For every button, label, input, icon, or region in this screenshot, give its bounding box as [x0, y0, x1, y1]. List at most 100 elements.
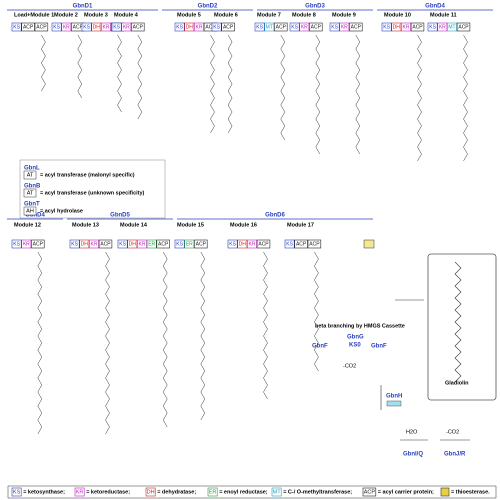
legend-text: = C-/ O-methyltransferase;	[283, 489, 352, 495]
chain	[41, 34, 46, 92]
domain	[309, 22, 323, 32]
domain	[121, 22, 132, 32]
protein-name: GbnD6	[265, 213, 285, 219]
legend-key	[271, 487, 282, 497]
domain	[299, 22, 310, 32]
domain-label: DH	[393, 24, 401, 30]
label: -CO2	[343, 363, 356, 369]
domain-label: DH	[186, 24, 194, 30]
domain	[401, 22, 411, 32]
legend-key	[207, 487, 218, 497]
domain	[274, 22, 288, 32]
label: GbnF	[312, 344, 328, 350]
module-name: Module 11	[430, 12, 457, 18]
domain	[21, 239, 32, 249]
domain-label: KS	[229, 241, 236, 247]
legend-box	[7, 485, 497, 499]
module-name: Module 3	[84, 12, 108, 18]
hmgs-title: beta branching by HMGS Cassette	[315, 323, 405, 329]
domain-label: ACP	[100, 241, 111, 247]
chain	[105, 251, 110, 435]
domain-label: ACP	[223, 24, 234, 30]
legend-text: = dehydratase;	[157, 489, 196, 495]
legend-domain-label: AT	[27, 190, 34, 196]
label: KS0	[349, 343, 361, 349]
domain	[117, 239, 128, 249]
chain	[314, 251, 319, 372]
legend-key-label: ACP	[364, 489, 376, 495]
domain-label: DH	[129, 241, 137, 247]
product-structure	[454, 261, 462, 383]
module-name: Module 12	[14, 222, 41, 228]
domain-label: KR	[139, 241, 146, 247]
module-name: Module 8	[292, 12, 316, 18]
domain	[227, 239, 238, 249]
module-name: Module 6	[214, 12, 238, 18]
chain	[227, 34, 233, 134]
legend-text: = acyl transferase (malonyl specific)	[40, 172, 135, 178]
chain	[315, 34, 321, 155]
domain-label: ACP	[412, 24, 423, 30]
legend-domain	[23, 206, 37, 216]
legend-key	[440, 487, 450, 497]
domain-label: ACP	[196, 241, 207, 247]
legend-text: = acyl hydrolase	[40, 208, 83, 214]
domain-label: KS	[13, 24, 20, 30]
domain	[211, 22, 222, 32]
domain-label: DH	[81, 241, 89, 247]
domain-label: ACP	[33, 241, 44, 247]
domain	[21, 22, 35, 32]
domain-label: KS	[429, 24, 436, 30]
domain	[437, 22, 448, 32]
domain-label: KR	[23, 241, 30, 247]
legend-domain	[23, 170, 37, 180]
protein-name: GbnD2	[198, 4, 218, 10]
protein-name: GbnD3	[305, 4, 325, 10]
module-name: Module 2	[54, 12, 78, 18]
label: GbnG	[347, 335, 364, 341]
protein-name: GbnD5	[110, 213, 130, 219]
domain	[184, 22, 195, 32]
domain	[81, 22, 92, 32]
domain-label: KS	[53, 24, 60, 30]
domain	[174, 22, 185, 32]
domain	[51, 22, 62, 32]
domain	[11, 22, 22, 32]
label: GbnF	[371, 344, 387, 350]
module-name: Module 15	[177, 222, 204, 228]
legend-box	[19, 159, 166, 219]
domain-label: KR	[301, 24, 308, 30]
legend-protein: GbnB	[24, 184, 41, 190]
label: GbnJ/R	[444, 452, 466, 458]
domain-label: KS	[213, 24, 220, 30]
product-name: Gladiolin	[445, 380, 469, 386]
legend-protein: GbnT	[24, 202, 40, 208]
domain-label: ACP	[73, 24, 84, 30]
label: GbnI/Q	[403, 452, 423, 458]
module-name: Load+Module 1	[14, 12, 54, 18]
legend-key-label: DH	[147, 489, 155, 495]
domain	[294, 239, 308, 249]
domain-label: DH	[93, 24, 101, 30]
domain	[146, 239, 157, 249]
domain	[456, 22, 471, 32]
domain-label: ACP	[458, 24, 469, 30]
module-name: Module 4	[114, 12, 139, 18]
label: -CO2	[446, 429, 459, 435]
legend-key	[74, 487, 85, 497]
domain	[11, 239, 22, 249]
domain-label: KS	[383, 24, 390, 30]
domain-icon	[386, 400, 402, 407]
legend-key-label: ER	[209, 489, 217, 495]
domain	[69, 239, 80, 249]
domain-label: ACP	[311, 24, 322, 30]
domain	[98, 239, 113, 249]
domain-label: KS	[13, 241, 20, 247]
legend-key-label: KS	[13, 489, 21, 495]
module-name: Module 9	[332, 12, 356, 18]
domain	[61, 22, 72, 32]
legend-text: = enoyl reductase;	[219, 489, 268, 495]
domain-label: MT	[266, 24, 273, 30]
protein-name: GbnD1	[73, 4, 93, 10]
